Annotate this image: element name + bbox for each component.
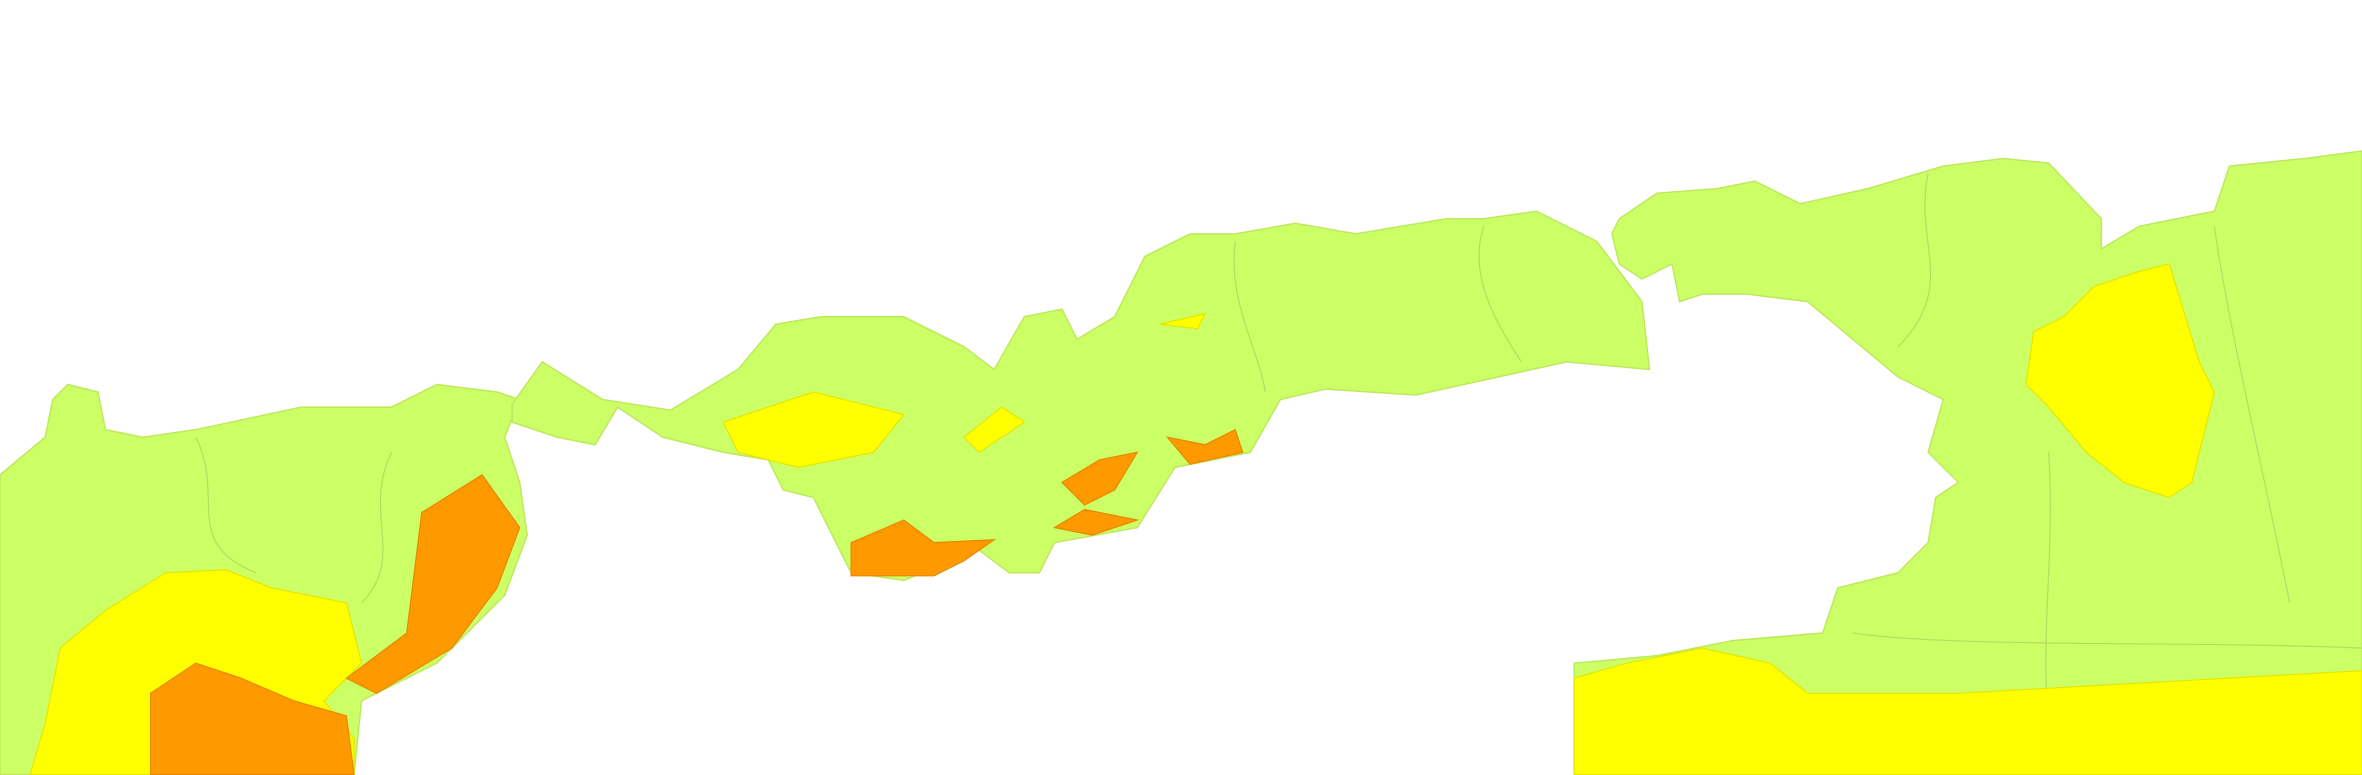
- zone: [345, 474, 521, 694]
- zone: [722, 391, 905, 468]
- zone: [850, 519, 997, 577]
- zone: [1165, 428, 1244, 465]
- boundaries: [195, 173, 2362, 775]
- zone: [1159, 312, 1207, 330]
- zone: [963, 406, 1026, 454]
- orange-zones: [150, 428, 1244, 775]
- central-landmass: [511, 210, 1651, 582]
- yellow-zones: [29, 263, 2362, 775]
- zone: [1061, 451, 1139, 506]
- boundary: [195, 173, 2362, 775]
- zone: [1052, 508, 1140, 536]
- zone: [2025, 263, 2216, 499]
